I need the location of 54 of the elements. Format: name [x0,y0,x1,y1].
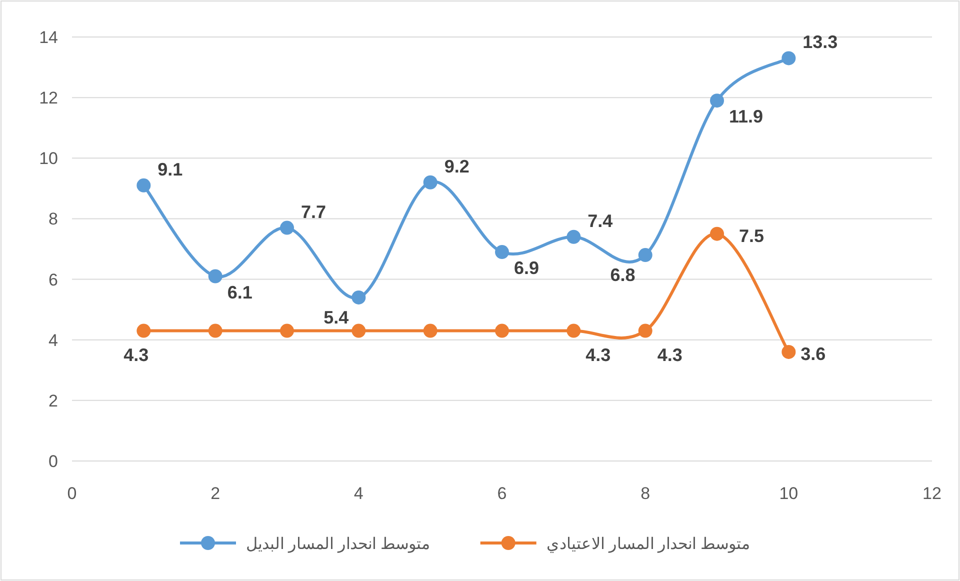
y-tick-label: 10 [39,149,58,168]
y-tick-label: 4 [48,330,58,350]
point [208,324,222,338]
data-label: 9.1 [158,159,183,180]
data-label: 4.3 [124,344,149,365]
data-label: 4.3 [586,344,611,365]
x-tick-label: 12 [922,484,942,503]
x-tick-label: 8 [640,484,650,503]
data-label: 11.9 [729,106,764,127]
point [710,94,724,108]
legend-label: متوسط انحدار المسار البديل [246,536,430,553]
x-tick-label: 10 [779,484,798,503]
y-tick-label: 0 [48,452,58,471]
point [208,269,222,284]
data-label: 4.3 [657,344,682,365]
y-tick-label: 8 [48,210,58,229]
y-tick-label: 2 [48,391,58,410]
x-tick-label: 6 [497,484,507,503]
data-label: 6.1 [227,282,252,302]
legend-item: متوسط انحدار المسار الاعتيادي [480,536,751,553]
point [710,226,724,241]
point [423,175,438,190]
point [352,324,366,338]
point [280,324,294,338]
legend-item: متوسط انحدار المسار البديل [180,536,430,553]
point [782,344,796,359]
data-label: 7.4 [588,210,613,231]
data-label: 13.3 [802,32,838,52]
x-tick-label: 2 [210,484,220,503]
point [136,324,151,338]
x-tick-label: 0 [67,484,77,503]
data-label: 6.9 [514,258,540,278]
point [280,220,294,235]
point [782,51,796,66]
data-label: 6.8 [610,265,636,286]
data-label: 9.2 [444,156,470,176]
point [352,290,366,304]
point [423,324,438,338]
data-label: 5.4 [324,307,349,328]
y-tick-label: 6 [48,270,58,290]
data-label: 7.5 [739,226,764,246]
y-tick-label: 14 [39,28,58,47]
x-tick-label: 4 [354,484,364,503]
point [495,324,509,338]
data-label: 3.6 [800,344,826,364]
point [638,324,652,338]
point [136,178,151,192]
point [495,245,509,260]
data-label: 7.7 [301,202,326,222]
point [566,230,581,244]
y-tick-label: 12 [39,88,58,108]
point [638,248,652,262]
point [566,324,581,338]
legend-label: متوسط انحدار المسار الاعتيادي [546,536,751,553]
